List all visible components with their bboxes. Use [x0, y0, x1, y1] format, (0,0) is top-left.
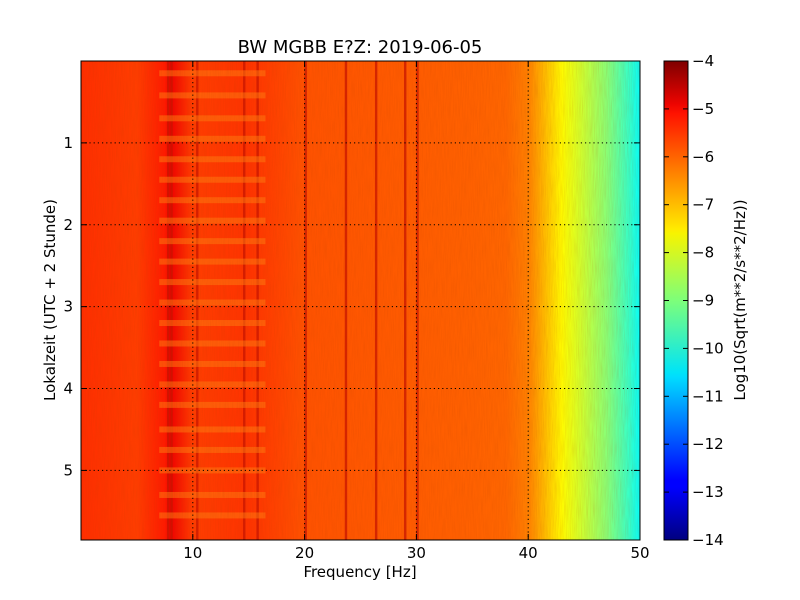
chart-title: BW MGBB E?Z: 2019-06-05 — [238, 37, 483, 58]
noise-texture — [81, 61, 640, 540]
colorbar-tick-label: −12 — [692, 435, 724, 453]
y-tick-label: 4 — [63, 380, 73, 398]
colorbar-ticks: −4 −5 −6 −7 −8 −9 −10 −11 −12 −13 −14 — [664, 52, 724, 549]
x-tick-label: 40 — [519, 544, 538, 562]
colorbar-tick-label: −6 — [692, 148, 714, 166]
colorbar-label: Log10(Sqrt(m**2/s**2/Hz)) — [731, 199, 749, 400]
colorbar-tick-label: −11 — [692, 387, 724, 405]
grid — [81, 61, 640, 540]
colorbar-tick-label: −9 — [692, 292, 714, 310]
colorbar-tick-label: −10 — [692, 339, 724, 357]
colorbar-tick-label: −7 — [692, 196, 714, 214]
y-tick-label: 2 — [63, 216, 73, 234]
colorbar-tick-label: −5 — [692, 100, 714, 118]
colorbar-tick-label: −8 — [692, 244, 714, 262]
y-tick-label: 3 — [63, 298, 73, 316]
x-tick-label: 50 — [630, 544, 649, 562]
x-tick-label: 20 — [295, 544, 314, 562]
y-tick-label: 5 — [63, 461, 73, 479]
y-axis-ticks: 1 2 3 4 5 — [63, 134, 640, 479]
y-tick-label: 1 — [63, 134, 73, 152]
y-axis-label: Lokalzeit (UTC + 2 Stunde) — [41, 199, 59, 401]
x-tick-label: 10 — [183, 544, 202, 562]
x-axis-ticks: 10 20 30 40 50 — [183, 61, 650, 562]
colorbar-tick-label: −4 — [692, 52, 714, 70]
plot-frame — [80, 60, 641, 541]
x-axis-label: Frequency [Hz] — [303, 563, 416, 581]
colorbar-tick-label: −14 — [692, 531, 724, 549]
x-tick-label: 30 — [407, 544, 426, 562]
plot-area — [81, 61, 640, 540]
colorbar-tick-label: −13 — [692, 483, 724, 501]
